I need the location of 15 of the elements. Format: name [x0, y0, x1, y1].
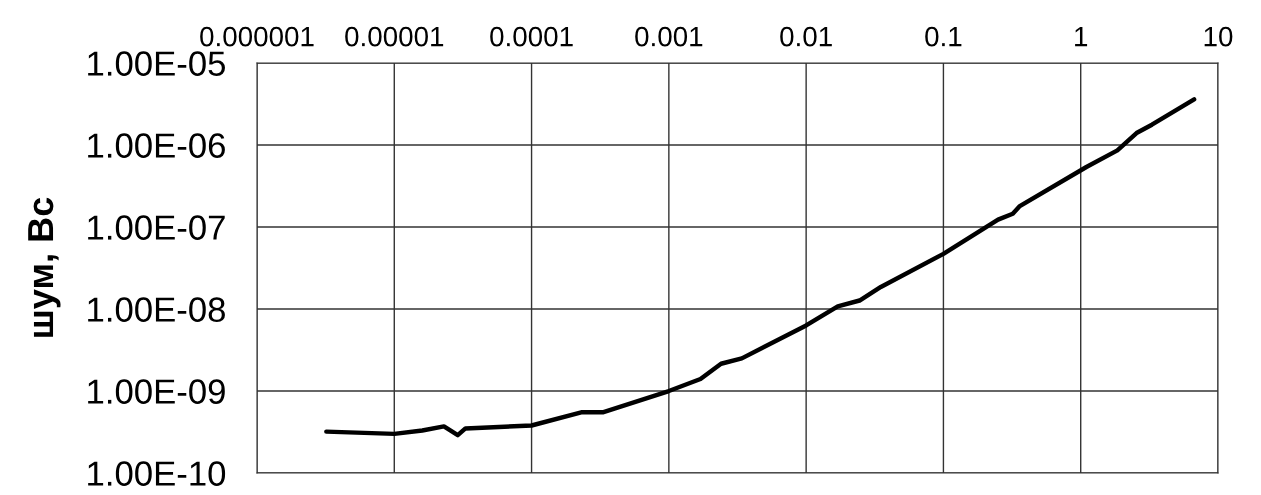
x-tick-label: 0.000001	[200, 26, 314, 47]
x-tick-label: 0.00001	[345, 26, 444, 47]
x-tick-label: 0.0001	[490, 26, 573, 47]
y-tick-label: 1.00E-06	[88, 133, 225, 158]
x-tick-label: 0.01	[780, 26, 832, 47]
y-tick-label: 1.00E-07	[88, 215, 225, 240]
y-tick-label: 1.00E-05	[88, 51, 225, 76]
x-tick-label: 0.1	[925, 26, 962, 47]
y-tick-label: 1.00E-09	[88, 379, 225, 404]
y-tick-label: 1.00E-10	[88, 461, 226, 486]
y-axis-title: шум, Вс	[28, 197, 61, 337]
x-tick-label: 10	[1204, 26, 1233, 47]
x-tick-label: 1	[1075, 27, 1088, 47]
x-tick-label: 0.001	[635, 26, 703, 47]
y-tick-label: 1.00E-08	[88, 297, 225, 322]
